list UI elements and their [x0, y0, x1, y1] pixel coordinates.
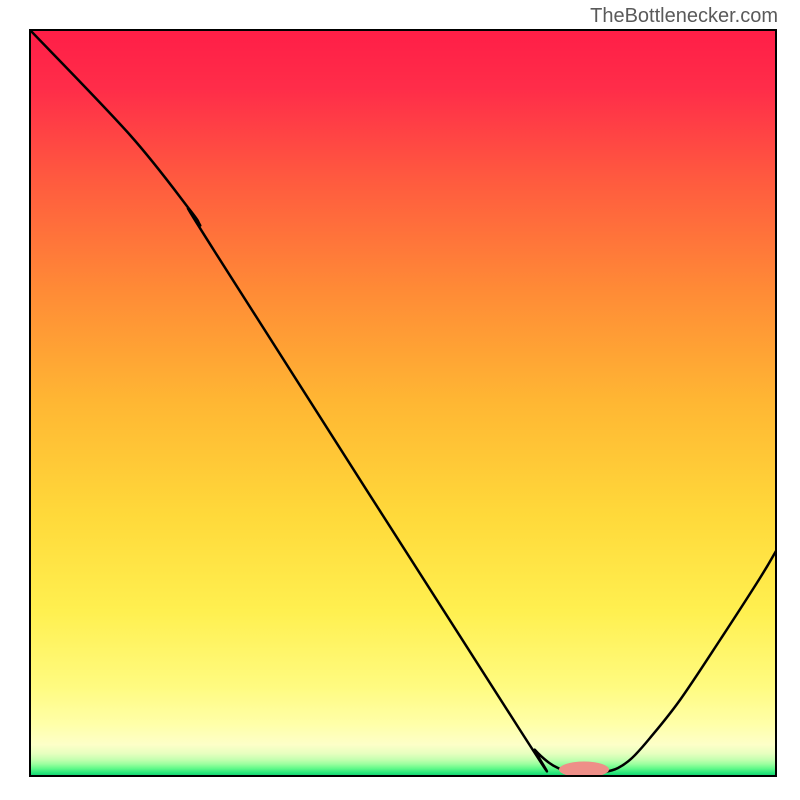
bottleneck-chart: TheBottlenecker.com — [0, 0, 800, 800]
plot-background — [30, 30, 776, 776]
watermark-label: TheBottlenecker.com — [590, 5, 778, 27]
